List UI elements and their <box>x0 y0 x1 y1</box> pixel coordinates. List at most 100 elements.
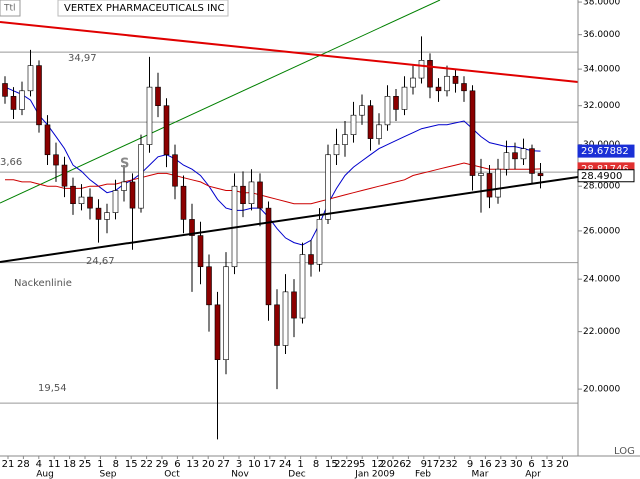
trendline-red <box>0 21 579 83</box>
candle-body <box>112 190 119 213</box>
y-tick-label: 22.0000 <box>583 327 620 337</box>
candle-body <box>214 304 221 360</box>
x-tick-label: 1 <box>97 459 103 470</box>
candle-body <box>435 86 442 92</box>
trendline-green <box>0 0 441 204</box>
x-tick-label: 2 <box>405 459 411 470</box>
candle-body <box>248 181 255 204</box>
x-tick-label: 29 <box>156 459 169 470</box>
candle-body <box>359 105 365 116</box>
month-label: Oct <box>164 470 180 479</box>
candle-body <box>512 152 518 160</box>
level-label: 19,54 <box>38 383 67 394</box>
x-tick-label: 25 <box>79 459 92 470</box>
candle-body <box>529 148 535 174</box>
x-tick-label: 30 <box>510 459 523 470</box>
y-tick-label: 38.0000 <box>583 0 620 8</box>
x-tick-label: 20 <box>202 459 215 470</box>
level-label: 34,97 <box>68 53 97 64</box>
month-label: Apr <box>525 470 541 479</box>
candle-body <box>87 196 93 209</box>
candle-body <box>503 152 510 170</box>
candle-body <box>189 219 195 236</box>
x-tick-label: 11 <box>48 459 61 470</box>
x-tick-label: 3 <box>236 459 242 470</box>
x-tick-label: 6 <box>528 459 534 470</box>
y-tick-label: 26.0000 <box>583 226 620 236</box>
candle-body <box>240 185 246 204</box>
month-label: Sep <box>100 470 117 479</box>
level-label: 3,66 <box>0 157 22 168</box>
candle-body <box>367 105 374 139</box>
x-tick-label: 6 <box>174 459 180 470</box>
month-label: Mar <box>472 470 489 479</box>
candle-body <box>10 96 17 110</box>
month-label: Feb <box>415 470 431 479</box>
ma-last: 29.67882 <box>581 146 629 157</box>
candle-body <box>495 168 501 198</box>
candle-body <box>95 207 102 220</box>
axis-label: LOG <box>614 446 635 457</box>
candle-body <box>461 83 467 92</box>
candle-body <box>146 86 153 145</box>
candle-body <box>197 235 204 268</box>
month-label: Nov <box>231 470 249 479</box>
candle-body <box>44 124 51 156</box>
annotation: Nackenlinie <box>14 278 72 289</box>
x-tick-label: 28 <box>17 459 30 470</box>
x-tick-label: 15 <box>125 459 138 470</box>
candle-body <box>299 254 306 319</box>
y-tick-label: 28.0000 <box>583 182 620 192</box>
candle-body <box>172 154 178 187</box>
candle-body <box>104 212 110 220</box>
x-tick-label: 16 <box>479 459 492 470</box>
candle-body <box>342 134 348 145</box>
candle-body <box>206 266 212 306</box>
candle-body <box>350 114 357 135</box>
badge-box <box>0 0 21 17</box>
x-tick-label: 5 <box>359 459 365 470</box>
candle-body <box>61 164 68 187</box>
x-tick-label: 10 <box>248 459 261 470</box>
y-tick-label: 20.0000 <box>583 385 620 395</box>
candle-body <box>486 173 493 198</box>
x-tick-label: 9 <box>421 459 427 470</box>
x-tick-label: 20 <box>556 459 569 470</box>
candle-body <box>155 86 161 106</box>
x-tick-label: 13 <box>541 459 554 470</box>
x-tick-label: 1 <box>297 459 303 470</box>
x-tick-label: 12 <box>371 459 384 470</box>
candle-body <box>282 291 289 346</box>
x-tick-label: 1723 <box>426 459 451 470</box>
x-tick-label: 27 <box>217 459 230 470</box>
y-tick-label: 36.0000 <box>583 30 620 40</box>
candle-body <box>70 185 76 204</box>
month-label: Jan 2009 <box>354 470 395 479</box>
x-tick-label: 15 <box>325 459 338 470</box>
x-tick-label: 13 <box>186 459 199 470</box>
candle-body <box>316 219 323 265</box>
candle-body <box>265 207 272 306</box>
candle-body <box>19 90 25 110</box>
x-tick-label: 18 <box>63 459 76 470</box>
candle-body <box>138 144 144 209</box>
candle-body <box>410 77 416 88</box>
candle-body <box>27 65 34 92</box>
candle-body <box>180 185 187 220</box>
x-tick-label: 22 <box>140 459 153 470</box>
month-label: Aug <box>36 470 54 479</box>
candle-body <box>376 124 382 139</box>
candle-body <box>469 90 476 176</box>
candle-body <box>384 96 391 126</box>
y-tick-label: 34.0000 <box>583 65 620 75</box>
candle-body <box>163 105 170 156</box>
x-tick-label: 23 <box>494 459 507 470</box>
ma-last-box <box>577 144 635 158</box>
candle-body <box>444 75 450 92</box>
chart-title: VERTEX PHARMACEUTICALS INC <box>64 3 224 14</box>
x-tick-label: 8 <box>113 459 119 470</box>
candle-body <box>418 60 425 79</box>
month-label: Dec <box>288 470 305 479</box>
x-tick-label: 24 <box>279 459 292 470</box>
